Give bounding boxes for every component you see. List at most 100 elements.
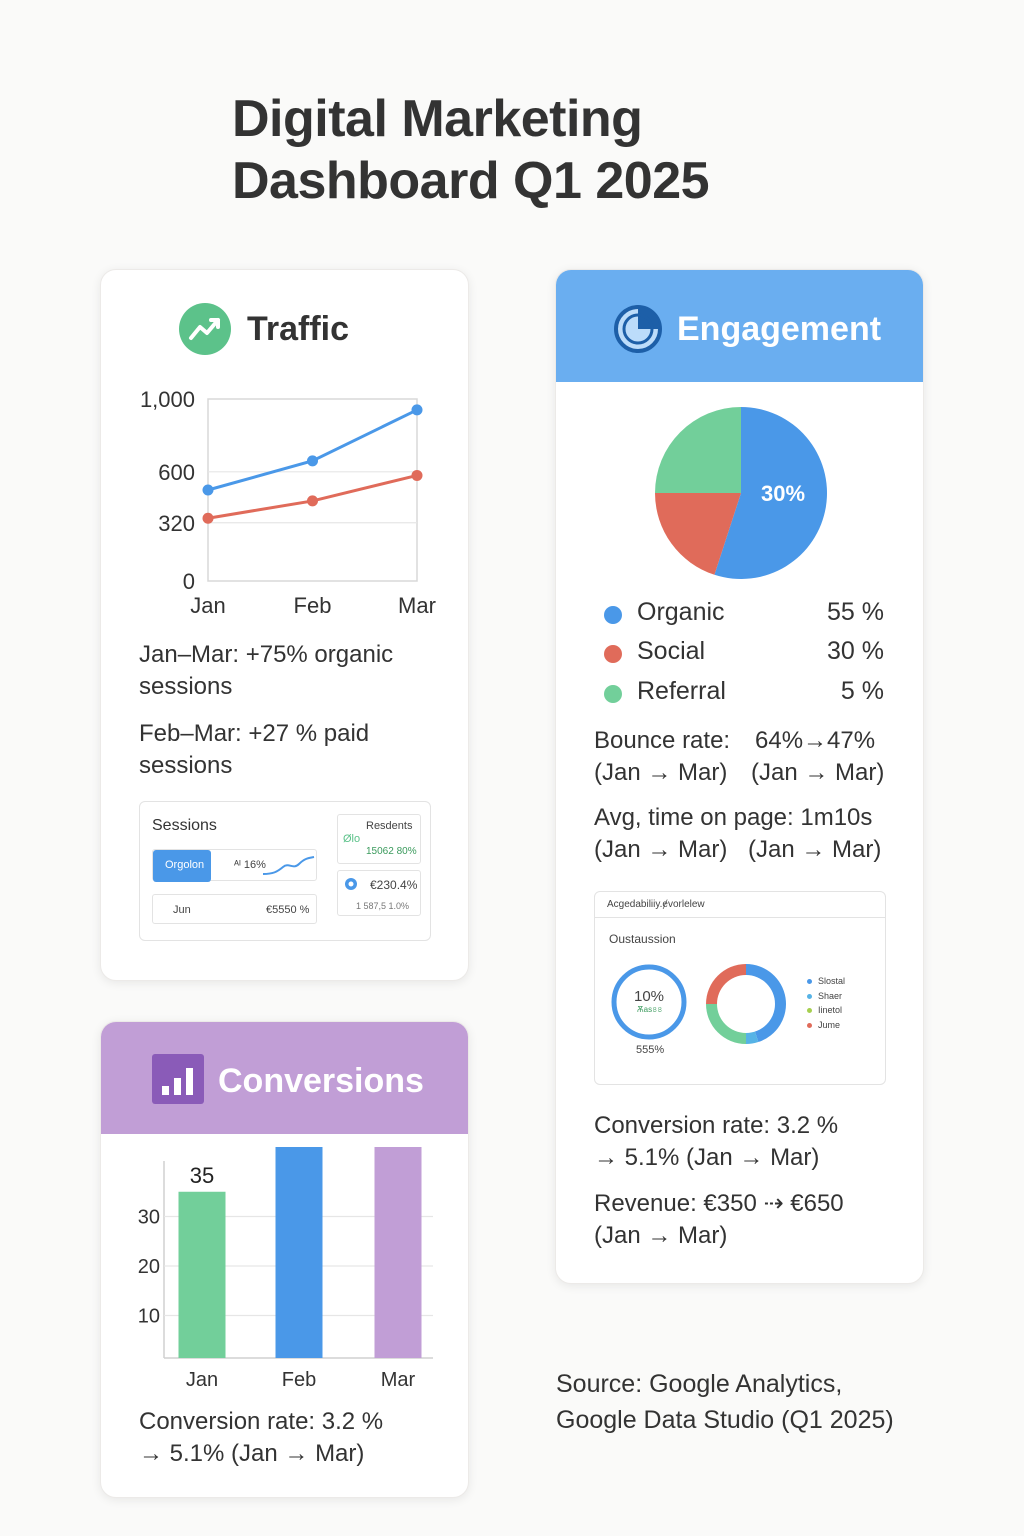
conversions-card: Conversions 10203035Jan48Feb65Mar Conver… (100, 1021, 469, 1498)
legend-value: 55 % (827, 598, 884, 626)
bar-jan (178, 1191, 226, 1358)
data-point (202, 484, 214, 496)
pie-slice-organic (714, 407, 827, 579)
data-point (411, 469, 423, 481)
mini-legend-label: Shaer (818, 990, 843, 1001)
mini-ring-sub: Ѫаѕ৪৪ (637, 1005, 663, 1014)
data-point (202, 512, 214, 524)
data-point (307, 495, 318, 507)
mini-row2-right: €5550 % (266, 904, 310, 916)
legend-value: 30 % (827, 637, 884, 665)
mini-globe-icon (345, 878, 357, 890)
mini-panel-header-text: Acgedabiliiy.ɇvorlelew (607, 899, 705, 910)
traffic-mini-panel: Sessions Orgolon ᴬᴵ 16% Jun €5550 % Resd… (139, 801, 431, 941)
mini-box-residents: Resdents Ølo 15062 80% (337, 814, 421, 864)
y-tick-label: 20 (138, 1256, 160, 1278)
mini-legend-dot (807, 1022, 812, 1028)
conversions-note: Conversion rate: 3.2 % → 5.1% (Jan → Mar… (139, 1408, 384, 1467)
y-tick-label: 1,000 (140, 387, 195, 412)
bar-data-label: 35 (190, 1163, 214, 1188)
legend-label: Referral (637, 677, 726, 705)
mini-legend-label: Jume (818, 1019, 841, 1030)
traffic-note-paid: Feb–Mar: +27 % paid sessions (139, 720, 370, 779)
mini-box2-sub: 1 587,5 1.0% (356, 901, 410, 911)
series-line-0 (207, 408, 418, 492)
y-tick-label: 320 (158, 511, 195, 536)
mini-row-2: Jun €5550 % (152, 894, 317, 924)
pie-chart-icon (614, 305, 662, 353)
data-point (411, 404, 423, 416)
legend-dot (604, 685, 622, 703)
engagement-pie-chart: 30% (655, 407, 827, 579)
pie-slice-social (655, 493, 741, 575)
mini-box2-value: €230.4% (370, 878, 418, 892)
x-tick-label: Feb (294, 593, 332, 618)
conversions-bar-chart: 10203035Jan48Feb65Mar (138, 1147, 433, 1391)
pie-slice-referral (655, 407, 741, 493)
y-tick-label: 0 (183, 569, 195, 594)
x-tick-label: Jan (190, 593, 225, 618)
y-tick-label: 30 (138, 1207, 160, 1229)
engagement-revenue: Revenue: €350 ⇢ €650 (Jan → Mar) (594, 1190, 844, 1249)
trend-up-icon (179, 303, 231, 355)
legend-dot (604, 606, 622, 624)
legend-item-organic: Organic 55 % (604, 598, 884, 630)
bounce-rate-sub-right: (Jan → Mar) (751, 759, 885, 786)
pie-data-label: 30% (761, 481, 805, 506)
conversions-header: Conversions (101, 1022, 468, 1134)
mini-legend-dot (807, 979, 812, 984)
bar-mar (374, 1147, 422, 1358)
traffic-line-chart: 0 320 600 1,000 Jan Feb Mar (140, 387, 436, 618)
engagement-mini-panel: Acgedabiliiy.ɇvorlelew Oustaussion 10% Ѫ… (594, 891, 886, 1085)
time-on-page-label: Avg, time on page: 1m10s (594, 804, 873, 831)
mini-legend-label: Iinetol (818, 1005, 843, 1015)
mini-panel-header: Acgedabiliiy.ɇvorlelew (595, 892, 885, 918)
traffic-note-organic: Jan–Mar: +75% organic sessions (139, 641, 394, 700)
mini-sessions-label: Sessions (152, 817, 217, 834)
conversions-heading: Conversions (218, 1062, 424, 1100)
mini-donut-legend: Slostal Shaer Iinetol Jume (807, 976, 877, 1046)
engagement-header: Engagement (556, 270, 923, 382)
mini-sparkline-icon (262, 856, 315, 875)
mini-box-revenue: €230.4% 1 587,5 1.0% (337, 870, 421, 916)
mini-box1-title: Resdents (366, 820, 413, 832)
legend-label: Social (637, 637, 706, 665)
time-on-page-sub-left: (Jan → Mar) (594, 836, 728, 863)
traffic-card: Traffic 0 320 600 1,000 Jan Feb Mar Jan–Mar: +… (100, 269, 469, 981)
page-title: Digital Marketing Dashboard Q1 2025 (232, 90, 710, 210)
mini-chip-row: Orgolon ᴬᴵ 16% (152, 849, 317, 882)
mini-box1-value: 15062 80% (366, 846, 417, 857)
data-point (307, 455, 318, 467)
mini-box1-small: Ølo (343, 833, 361, 845)
y-tick-label: 10 (138, 1306, 160, 1328)
x-tick-label: Mar (398, 593, 436, 618)
engagement-card: Engagement 30% Organic 55 % Social 30 % Refe… (555, 269, 924, 1284)
mini-chip-value: ᴬᴵ 16% (234, 859, 266, 871)
bounce-rate-sub-left: (Jan → Mar) (594, 759, 728, 786)
mini-chip-label: Orgolon (165, 859, 205, 871)
mini-legend-dot (807, 993, 812, 999)
engagement-heading: Engagement (677, 310, 882, 348)
x-tick-label: Mar (381, 1369, 416, 1391)
donut-hole (717, 975, 775, 1033)
legend-label: Organic (637, 598, 725, 626)
bar-feb (275, 1147, 323, 1358)
y-tick-label: 600 (158, 460, 195, 485)
x-tick-label: Feb (282, 1369, 316, 1391)
mini-donut-chart (706, 964, 786, 1044)
legend-item-social: Social 30 % (604, 637, 884, 669)
mini-legend-dot (807, 1008, 812, 1013)
mini-panel-subtitle: Oustaussion (609, 932, 676, 946)
x-tick-label: Jan (186, 1369, 218, 1391)
mini-legend-label: Slostal (818, 976, 846, 986)
mini-ring-below: 555% (636, 1044, 665, 1056)
source-note: Source: Google Analytics, Google Data St… (556, 1370, 894, 1434)
mini-ring-value: 10% (634, 988, 665, 1005)
traffic-heading: Traffic (247, 310, 350, 348)
legend-dot (604, 645, 622, 663)
mini-chip: Orgolon (153, 850, 211, 882)
legend-value: 5 % (840, 677, 884, 705)
mini-ring-chart (611, 964, 687, 1040)
mini-row2-left: Jun (173, 904, 191, 916)
legend-item-referral: Referral 5 % (604, 677, 884, 709)
